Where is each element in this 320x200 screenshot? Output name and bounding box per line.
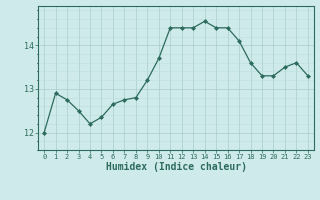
X-axis label: Humidex (Indice chaleur): Humidex (Indice chaleur) — [106, 162, 246, 172]
